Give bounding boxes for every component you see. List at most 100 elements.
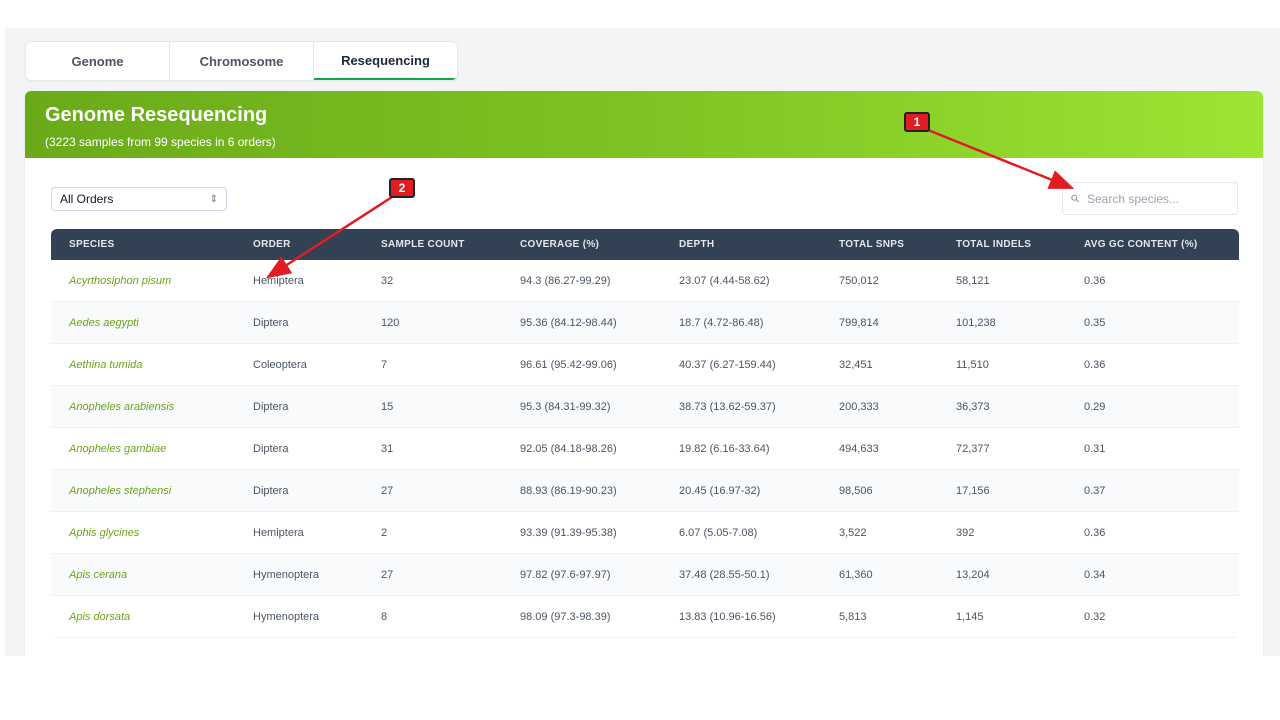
- table-row[interactable]: Anopheles stephensi Diptera 27 88.93 (86.19…: [51, 469, 1239, 512]
- cell-avg-gc: 0.32: [1066, 595, 1239, 638]
- column-header-avg-gc[interactable]: AVG GC CONTENT (%): [1066, 229, 1239, 260]
- table-row[interactable]: Anopheles gambiae Diptera 31 92.05 (84.18-9…: [51, 427, 1239, 470]
- cell-total-snps: 5,813: [821, 595, 938, 638]
- cell-sample-count: 120: [363, 301, 502, 344]
- cell-species[interactable]: Anopheles stephensi: [51, 469, 235, 512]
- cell-depth: 6.07 (5.05-7.08): [661, 511, 821, 554]
- cell-coverage: 94.3 (86.27-99.29): [502, 260, 661, 302]
- page-subtitle: (3223 samples from 99 species in 6 order…: [45, 135, 276, 149]
- cell-total-indels: 13,204: [938, 553, 1066, 596]
- cell-order: Hemiptera: [235, 260, 363, 302]
- cell-coverage: 95.36 (84.12-98.44): [502, 301, 661, 344]
- cell-order: Diptera: [235, 301, 363, 344]
- cell-sample-count: 7: [363, 343, 502, 386]
- cell-sample-count: 32: [363, 260, 502, 302]
- cell-order: Hymenoptera: [235, 595, 363, 638]
- cell-depth: 19.82 (6.16-33.64): [661, 427, 821, 470]
- cell-total-indels: 392: [938, 511, 1066, 554]
- cell-avg-gc: 0.35: [1066, 301, 1239, 344]
- resequencing-card: Genome Resequencing (3223 samples from 9…: [25, 91, 1263, 656]
- column-header-total-snps[interactable]: TOTAL SNPS: [821, 229, 938, 260]
- cell-avg-gc: 0.37: [1066, 469, 1239, 512]
- cell-order: Hemiptera: [235, 511, 363, 554]
- cell-species[interactable]: Aethina tumida: [51, 343, 235, 386]
- species-search-box[interactable]: [1062, 182, 1238, 215]
- page-title: Genome Resequencing: [45, 104, 268, 126]
- cell-avg-gc: 0.31: [1066, 427, 1239, 470]
- column-header-order[interactable]: ORDER: [235, 229, 363, 260]
- cell-species[interactable]: Acyrthosiphon pisum: [51, 260, 235, 302]
- resequencing-table: SPECIES ORDER SAMPLE COUNT COVERAGE (%) …: [51, 229, 1239, 638]
- cell-total-snps: 494,633: [821, 427, 938, 470]
- cell-species[interactable]: Aphis glycines: [51, 511, 235, 554]
- cell-depth: 13.83 (10.96-16.56): [661, 595, 821, 638]
- cell-depth: 23.07 (4.44-58.62): [661, 260, 821, 302]
- table-row[interactable]: Acyrthosiphon pisum Hemiptera 32 94.3 (86.2…: [51, 260, 1239, 302]
- chevron-updown-icon: ⇕: [209, 193, 218, 205]
- order-filter-select[interactable]: All Orders ⇕: [51, 187, 227, 211]
- cell-avg-gc: 0.36: [1066, 260, 1239, 302]
- cell-total-indels: 11,510: [938, 343, 1066, 386]
- cell-total-snps: 799,814: [821, 301, 938, 344]
- cell-sample-count: 15: [363, 385, 502, 428]
- table-row[interactable]: Aedes aegypti Diptera 120 95.36 (84.12-98.4…: [51, 301, 1239, 344]
- annotation-badge-2: 2: [389, 178, 415, 198]
- cell-total-indels: 101,238: [938, 301, 1066, 344]
- column-header-depth[interactable]: DEPTH: [661, 229, 821, 260]
- cell-coverage: 96.61 (95.42-99.06): [502, 343, 661, 386]
- cell-depth: 40.37 (6.27-159.44): [661, 343, 821, 386]
- cell-sample-count: 27: [363, 553, 502, 596]
- cell-species[interactable]: Apis dorsata: [51, 595, 235, 638]
- cell-avg-gc: 0.36: [1066, 343, 1239, 386]
- cell-coverage: 92.05 (84.18-98.26): [502, 427, 661, 470]
- column-header-total-indels[interactable]: TOTAL INDELS: [938, 229, 1066, 260]
- table-row[interactable]: Aethina tumida Coleoptera 7 96.61 (95.42-99…: [51, 343, 1239, 386]
- cell-depth: 20.45 (16.97-32): [661, 469, 821, 512]
- cell-species[interactable]: Apis cerana: [51, 553, 235, 596]
- cell-order: Diptera: [235, 385, 363, 428]
- cell-depth: 37.48 (28.55-50.1): [661, 553, 821, 596]
- table-row[interactable]: Anopheles arabiensis Diptera 15 95.3 (84.31…: [51, 385, 1239, 428]
- cell-total-snps: 98,506: [821, 469, 938, 512]
- column-header-sample-count[interactable]: SAMPLE COUNT: [363, 229, 502, 260]
- cell-depth: 38.73 (13.62-59.37): [661, 385, 821, 428]
- cell-total-snps: 200,333: [821, 385, 938, 428]
- cell-order: Diptera: [235, 469, 363, 512]
- cell-depth: 18.7 (4.72-86.48): [661, 301, 821, 344]
- cell-species[interactable]: Anopheles gambiae: [51, 427, 235, 470]
- cell-total-indels: 36,373: [938, 385, 1066, 428]
- cell-total-snps: 750,012: [821, 260, 938, 302]
- cell-total-snps: 32,451: [821, 343, 938, 386]
- cell-sample-count: 2: [363, 511, 502, 554]
- tab-bar: Genome Chromosome Resequencing: [25, 41, 458, 81]
- table-row[interactable]: Apis dorsata Hymenoptera 8 98.09 (97.3-98.3…: [51, 595, 1239, 638]
- cell-coverage: 97.82 (97.6-97.97): [502, 553, 661, 596]
- cell-coverage: 98.09 (97.3-98.39): [502, 595, 661, 638]
- card-header: Genome Resequencing (3223 samples from 9…: [25, 91, 1263, 158]
- table-body: Acyrthosiphon pisum Hemiptera 32 94.3 (86.2…: [51, 260, 1239, 638]
- search-input[interactable]: [1085, 190, 1229, 207]
- tab-genome[interactable]: Genome: [26, 42, 170, 80]
- cell-order: Coleoptera: [235, 343, 363, 386]
- cell-sample-count: 8: [363, 595, 502, 638]
- cell-species[interactable]: Anopheles arabiensis: [51, 385, 235, 428]
- cell-total-snps: 61,360: [821, 553, 938, 596]
- cell-total-snps: 3,522: [821, 511, 938, 554]
- cell-species[interactable]: Aedes aegypti: [51, 301, 235, 344]
- tab-resequencing[interactable]: Resequencing: [314, 42, 457, 80]
- table-header-row: SPECIES ORDER SAMPLE COUNT COVERAGE (%) …: [51, 229, 1239, 260]
- resequencing-table-wrapper: SPECIES ORDER SAMPLE COUNT COVERAGE (%) …: [51, 229, 1239, 638]
- cell-sample-count: 27: [363, 469, 502, 512]
- cell-total-indels: 1,145: [938, 595, 1066, 638]
- tab-chromosome[interactable]: Chromosome: [170, 42, 314, 80]
- search-icon: [1071, 194, 1079, 203]
- column-header-coverage[interactable]: COVERAGE (%): [502, 229, 661, 260]
- table-row[interactable]: Aphis glycines Hemiptera 2 93.39 (91.39-95.…: [51, 511, 1239, 554]
- cell-coverage: 95.3 (84.31-99.32): [502, 385, 661, 428]
- cell-avg-gc: 0.29: [1066, 385, 1239, 428]
- cell-order: Diptera: [235, 427, 363, 470]
- table-row[interactable]: Apis cerana Hymenoptera 27 97.82 (97.6-97.9…: [51, 553, 1239, 596]
- cell-avg-gc: 0.34: [1066, 553, 1239, 596]
- column-header-species[interactable]: SPECIES: [51, 229, 235, 260]
- cell-order: Hymenoptera: [235, 553, 363, 596]
